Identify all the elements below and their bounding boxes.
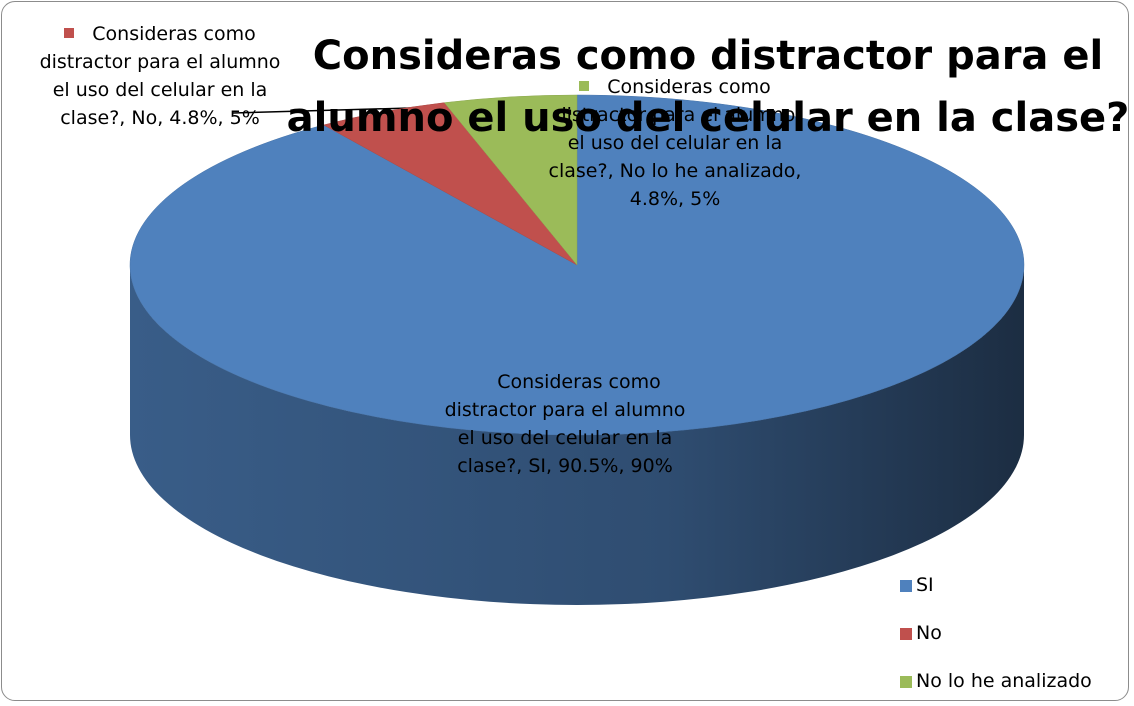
legend-swatch (900, 628, 912, 640)
data-label: Consideras como distractor para el alumn… (30, 20, 290, 132)
label-marker (579, 81, 590, 91)
legend-label: No (916, 622, 942, 644)
legend-entry: No (900, 621, 942, 645)
chart-title: Consideras como distractor para el alumn… (286, 33, 1130, 141)
label-marker (64, 28, 75, 38)
legend-label: No lo he analizado (916, 670, 1092, 692)
data-label: Consideras como distractor para el alumn… (545, 73, 805, 213)
label-text: Consideras como distractor para el alumn… (444, 371, 686, 477)
data-label: Consideras como distractor para el alumn… (440, 368, 690, 480)
pie-slice (443, 94, 578, 266)
label-marker (469, 376, 480, 386)
legend-swatch (900, 676, 912, 688)
leader-line (232, 107, 411, 114)
legend-swatch (900, 580, 912, 592)
legend-label: SI (916, 574, 934, 596)
legend-entry: SI (900, 573, 934, 597)
legend-entry: No lo he analizado (900, 669, 1092, 693)
label-text: Consideras como distractor para el alumn… (548, 76, 802, 210)
label-text: Consideras como distractor para el alumn… (39, 23, 281, 129)
